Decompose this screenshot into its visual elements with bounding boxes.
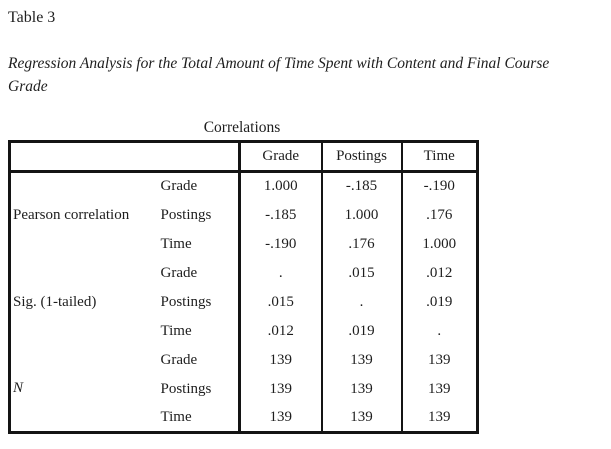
cell-value: 139: [400, 403, 478, 433]
cell-value: .012: [238, 316, 322, 346]
cell-value: 139: [400, 374, 478, 404]
cell-value: .176: [400, 200, 478, 230]
variable-label: Postings: [160, 206, 212, 223]
cell-value: 139: [238, 374, 322, 404]
variable-label: Grade: [160, 264, 198, 281]
variable-label: Time: [160, 408, 192, 425]
variable-label: Time: [160, 322, 192, 339]
table-caption-line1: Regression Analysis for the Total Amount…: [8, 55, 550, 72]
column-header-postings: Postings: [320, 141, 402, 173]
table-row: Time -.190 .176 1.000: [10, 229, 478, 259]
column-header-grade: Grade: [238, 141, 322, 173]
empty-corner-cell: [9, 141, 240, 173]
table-row: N Grade 139 139 139: [10, 345, 478, 396]
table-row: Sig. (1-tailed) Grade . .015 .012: [10, 258, 478, 310]
cell-value: .: [238, 258, 322, 288]
table-number-label: Table 3: [8, 9, 56, 26]
table-row: Time .012 .019 .: [10, 316, 478, 346]
cell-value: -.185: [320, 171, 402, 201]
row-group-label-pearson: Pearson correlation: [13, 207, 130, 224]
cell-value: .019: [400, 287, 478, 317]
table-row: Postings -.185 1.000 .176: [10, 200, 478, 230]
cell-value: .: [400, 316, 478, 346]
cell-value: .015: [320, 258, 402, 288]
page: Table 3 Regression Analysis for the Tota…: [8, 9, 603, 434]
cell-value: .: [320, 287, 402, 317]
variable-label: Postings: [160, 380, 212, 397]
row-group-label-sig: Sig. (1-tailed): [13, 293, 97, 310]
correlations-table-title: Correlations: [203, 119, 281, 136]
cell-value: .176: [320, 229, 402, 259]
row-group-label-n: N: [13, 379, 24, 396]
cell-value: .012: [400, 258, 478, 288]
cell-value: 1.000: [320, 200, 402, 230]
variable-label: Postings: [160, 293, 212, 310]
cell-value: -.190: [238, 229, 322, 259]
column-header-time: Time: [400, 141, 478, 173]
cell-value: 139: [320, 374, 402, 404]
variable-label: Time: [160, 235, 192, 252]
cell-value: 139: [320, 403, 402, 433]
cell-value: 139: [238, 345, 322, 375]
table-caption-line2: Grade: [8, 78, 48, 95]
cell-value: 1.000: [238, 171, 322, 201]
table-caption: Regression Analysis for the Total Amount…: [8, 52, 603, 98]
cell-value: -.190: [400, 171, 478, 201]
table-row: Time 139 139 139: [10, 403, 478, 433]
header-row: Grade Postings Time: [9, 141, 478, 173]
cell-value: 1.000: [400, 229, 478, 259]
correlations-table: Grade Postings Time Pearson correlation …: [8, 140, 479, 434]
cell-value: 139: [320, 345, 402, 375]
table-row: Postings 139 139 139: [10, 374, 478, 404]
variable-label: Grade: [160, 178, 198, 195]
table-row: Postings .015 . .019: [10, 287, 478, 317]
cell-value: .015: [238, 287, 322, 317]
variable-label: Grade: [160, 351, 198, 368]
cell-value: 139: [238, 403, 322, 433]
cell-value: 139: [400, 345, 478, 375]
cell-value: .019: [320, 316, 402, 346]
table-row: Pearson correlation Grade 1.000 -.185 -.…: [10, 171, 478, 223]
cell-value: -.185: [238, 200, 322, 230]
